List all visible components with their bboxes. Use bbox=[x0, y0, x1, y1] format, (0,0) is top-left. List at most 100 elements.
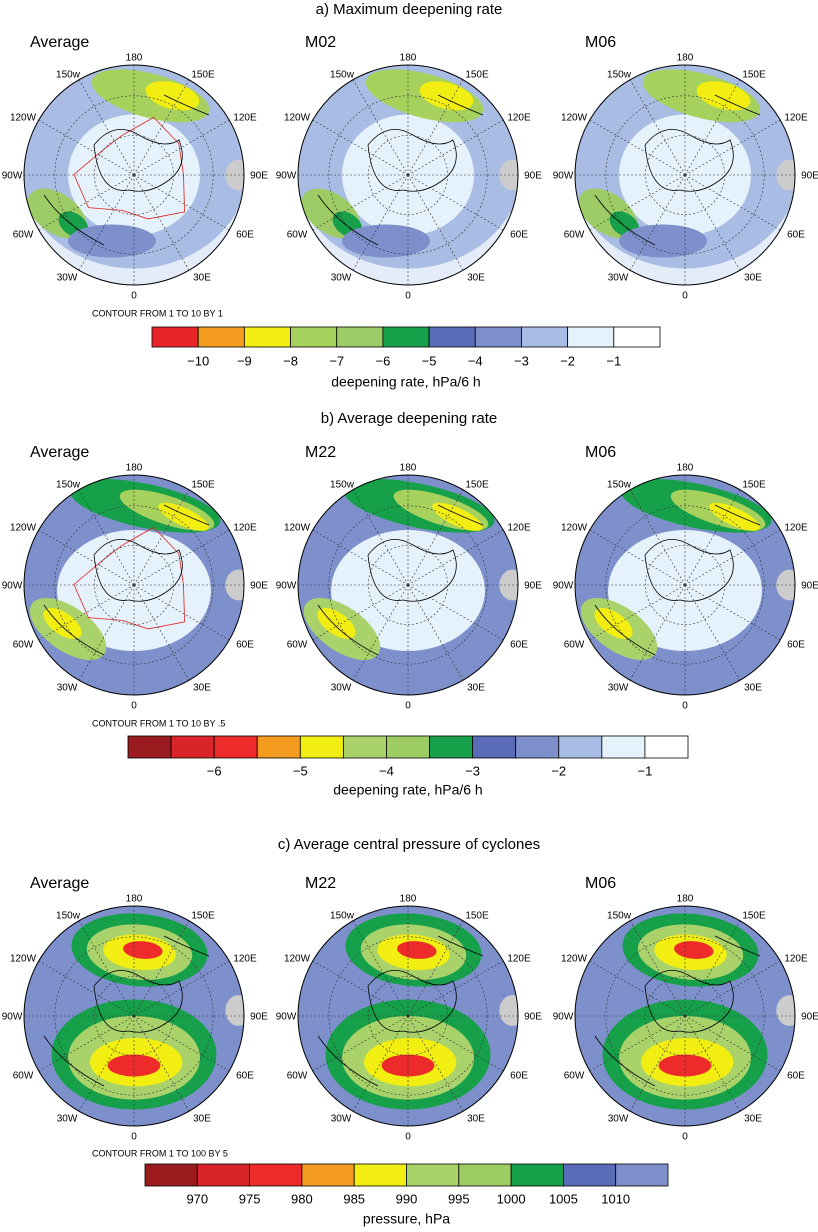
compass-label: 180 bbox=[126, 894, 143, 905]
compass-label: 30E bbox=[467, 683, 485, 694]
compass-label: 90E bbox=[801, 171, 818, 182]
compass-label: 120W bbox=[561, 523, 588, 534]
colorbar-tick-label: 1000 bbox=[497, 1191, 526, 1206]
map-border bbox=[297, 905, 519, 1127]
latitude-line bbox=[645, 545, 725, 625]
compass-label: 90E bbox=[801, 1012, 818, 1023]
compass-label: 150E bbox=[742, 70, 766, 81]
compass-label: 0 bbox=[131, 1132, 137, 1143]
compass-label: 90E bbox=[524, 581, 542, 592]
compass-label: 150w bbox=[330, 911, 355, 922]
compass-label: 90E bbox=[524, 171, 542, 182]
latitude-line bbox=[328, 505, 488, 665]
latitude-line bbox=[605, 95, 765, 255]
map-border bbox=[574, 905, 796, 1127]
compass-label: 120E bbox=[233, 113, 257, 124]
field-region bbox=[776, 995, 795, 1026]
field-region bbox=[123, 941, 163, 959]
compass-label: 60E bbox=[787, 640, 805, 651]
panel-label: M02 bbox=[305, 34, 336, 51]
compass-label: 60E bbox=[787, 1071, 805, 1082]
colorbar-label: pressure, hPa bbox=[363, 1211, 450, 1227]
compass-label: 30E bbox=[744, 683, 762, 694]
colorbar-box bbox=[644, 735, 689, 759]
map-border bbox=[23, 474, 245, 696]
colorbar-box bbox=[299, 735, 344, 759]
compass-label: 60E bbox=[236, 230, 254, 241]
latitude-line bbox=[368, 976, 448, 1056]
colorbar-tick-label: −1 bbox=[606, 353, 621, 368]
compass-label: 60E bbox=[510, 640, 528, 651]
panel-label: M22 bbox=[305, 444, 336, 461]
coastline bbox=[317, 935, 484, 1087]
compass-label: 150w bbox=[607, 911, 632, 922]
colorbar-tick-label: −2 bbox=[560, 353, 575, 368]
map bbox=[575, 475, 795, 695]
compass-label: 180 bbox=[400, 463, 417, 474]
compass-label: 120W bbox=[284, 523, 311, 534]
map bbox=[24, 906, 244, 1126]
colorbar-box bbox=[342, 735, 387, 759]
latitude-line bbox=[94, 545, 174, 625]
panel-label: Average bbox=[30, 875, 89, 892]
compass-label: 30E bbox=[193, 1114, 211, 1125]
compass-label: 120E bbox=[784, 954, 808, 965]
compass-label: 150w bbox=[56, 480, 81, 491]
colorbar-box bbox=[301, 1163, 355, 1187]
coastline bbox=[317, 94, 484, 246]
compass-label: 30W bbox=[57, 683, 78, 694]
colorbar-tick-label: −3 bbox=[514, 353, 529, 368]
colorbar-box bbox=[197, 326, 245, 348]
latitude-line bbox=[368, 135, 448, 215]
latitude-line bbox=[54, 936, 214, 1096]
compass-label: 180 bbox=[126, 463, 143, 474]
contour-note: CONTOUR FROM 1 TO 100 BY 5 bbox=[92, 1148, 228, 1158]
compass-label: 0 bbox=[682, 1132, 688, 1143]
compass-label: 150w bbox=[607, 480, 632, 491]
map bbox=[298, 65, 518, 285]
compass-label: 60W bbox=[564, 230, 585, 241]
compass-label: 90W bbox=[276, 581, 297, 592]
colorbar-box bbox=[558, 735, 603, 759]
latitude-line bbox=[94, 135, 174, 215]
panel-label: M22 bbox=[305, 875, 336, 892]
compass-label: 90E bbox=[250, 581, 268, 592]
compass-label: 30W bbox=[331, 1114, 352, 1125]
colorbar-box bbox=[521, 326, 569, 348]
panel-label: M06 bbox=[585, 34, 616, 51]
section-title: c) Average central pressure of cyclones bbox=[278, 836, 540, 853]
field-region bbox=[317, 607, 356, 640]
compass-label: 0 bbox=[131, 291, 137, 302]
compass-label: 120W bbox=[10, 113, 37, 124]
field-region bbox=[696, 81, 751, 111]
field-region bbox=[158, 502, 209, 531]
latitude-line bbox=[54, 505, 214, 665]
compass-label: 150E bbox=[191, 480, 215, 491]
colorbar-tick-label: −1 bbox=[638, 763, 653, 778]
compass-label: 90W bbox=[276, 1012, 297, 1023]
colorbar-tick-label: 975 bbox=[239, 1191, 261, 1206]
colorbar-box bbox=[472, 735, 517, 759]
map bbox=[298, 906, 518, 1126]
colorbar-box bbox=[151, 326, 199, 348]
compass-label: 90W bbox=[553, 171, 574, 182]
compass-label: 180 bbox=[677, 53, 694, 64]
colorbar-box bbox=[127, 735, 172, 759]
compass-label: 150E bbox=[742, 480, 766, 491]
compass-label: 60W bbox=[13, 640, 34, 651]
compass-label: 150w bbox=[56, 70, 81, 81]
latitude-line bbox=[54, 95, 214, 255]
compass-label: 150E bbox=[465, 480, 489, 491]
map-border bbox=[297, 64, 519, 286]
compass-label: 90E bbox=[801, 581, 818, 592]
compass-label: 30E bbox=[193, 273, 211, 284]
coastline bbox=[43, 504, 210, 656]
compass-label: 150w bbox=[330, 70, 355, 81]
colorbar-box bbox=[563, 1163, 617, 1187]
compass-label: 150w bbox=[56, 911, 81, 922]
compass-label: 180 bbox=[677, 463, 694, 474]
compass-label: 60W bbox=[13, 1071, 34, 1082]
field-region bbox=[68, 224, 156, 258]
compass-label: 30W bbox=[331, 273, 352, 284]
